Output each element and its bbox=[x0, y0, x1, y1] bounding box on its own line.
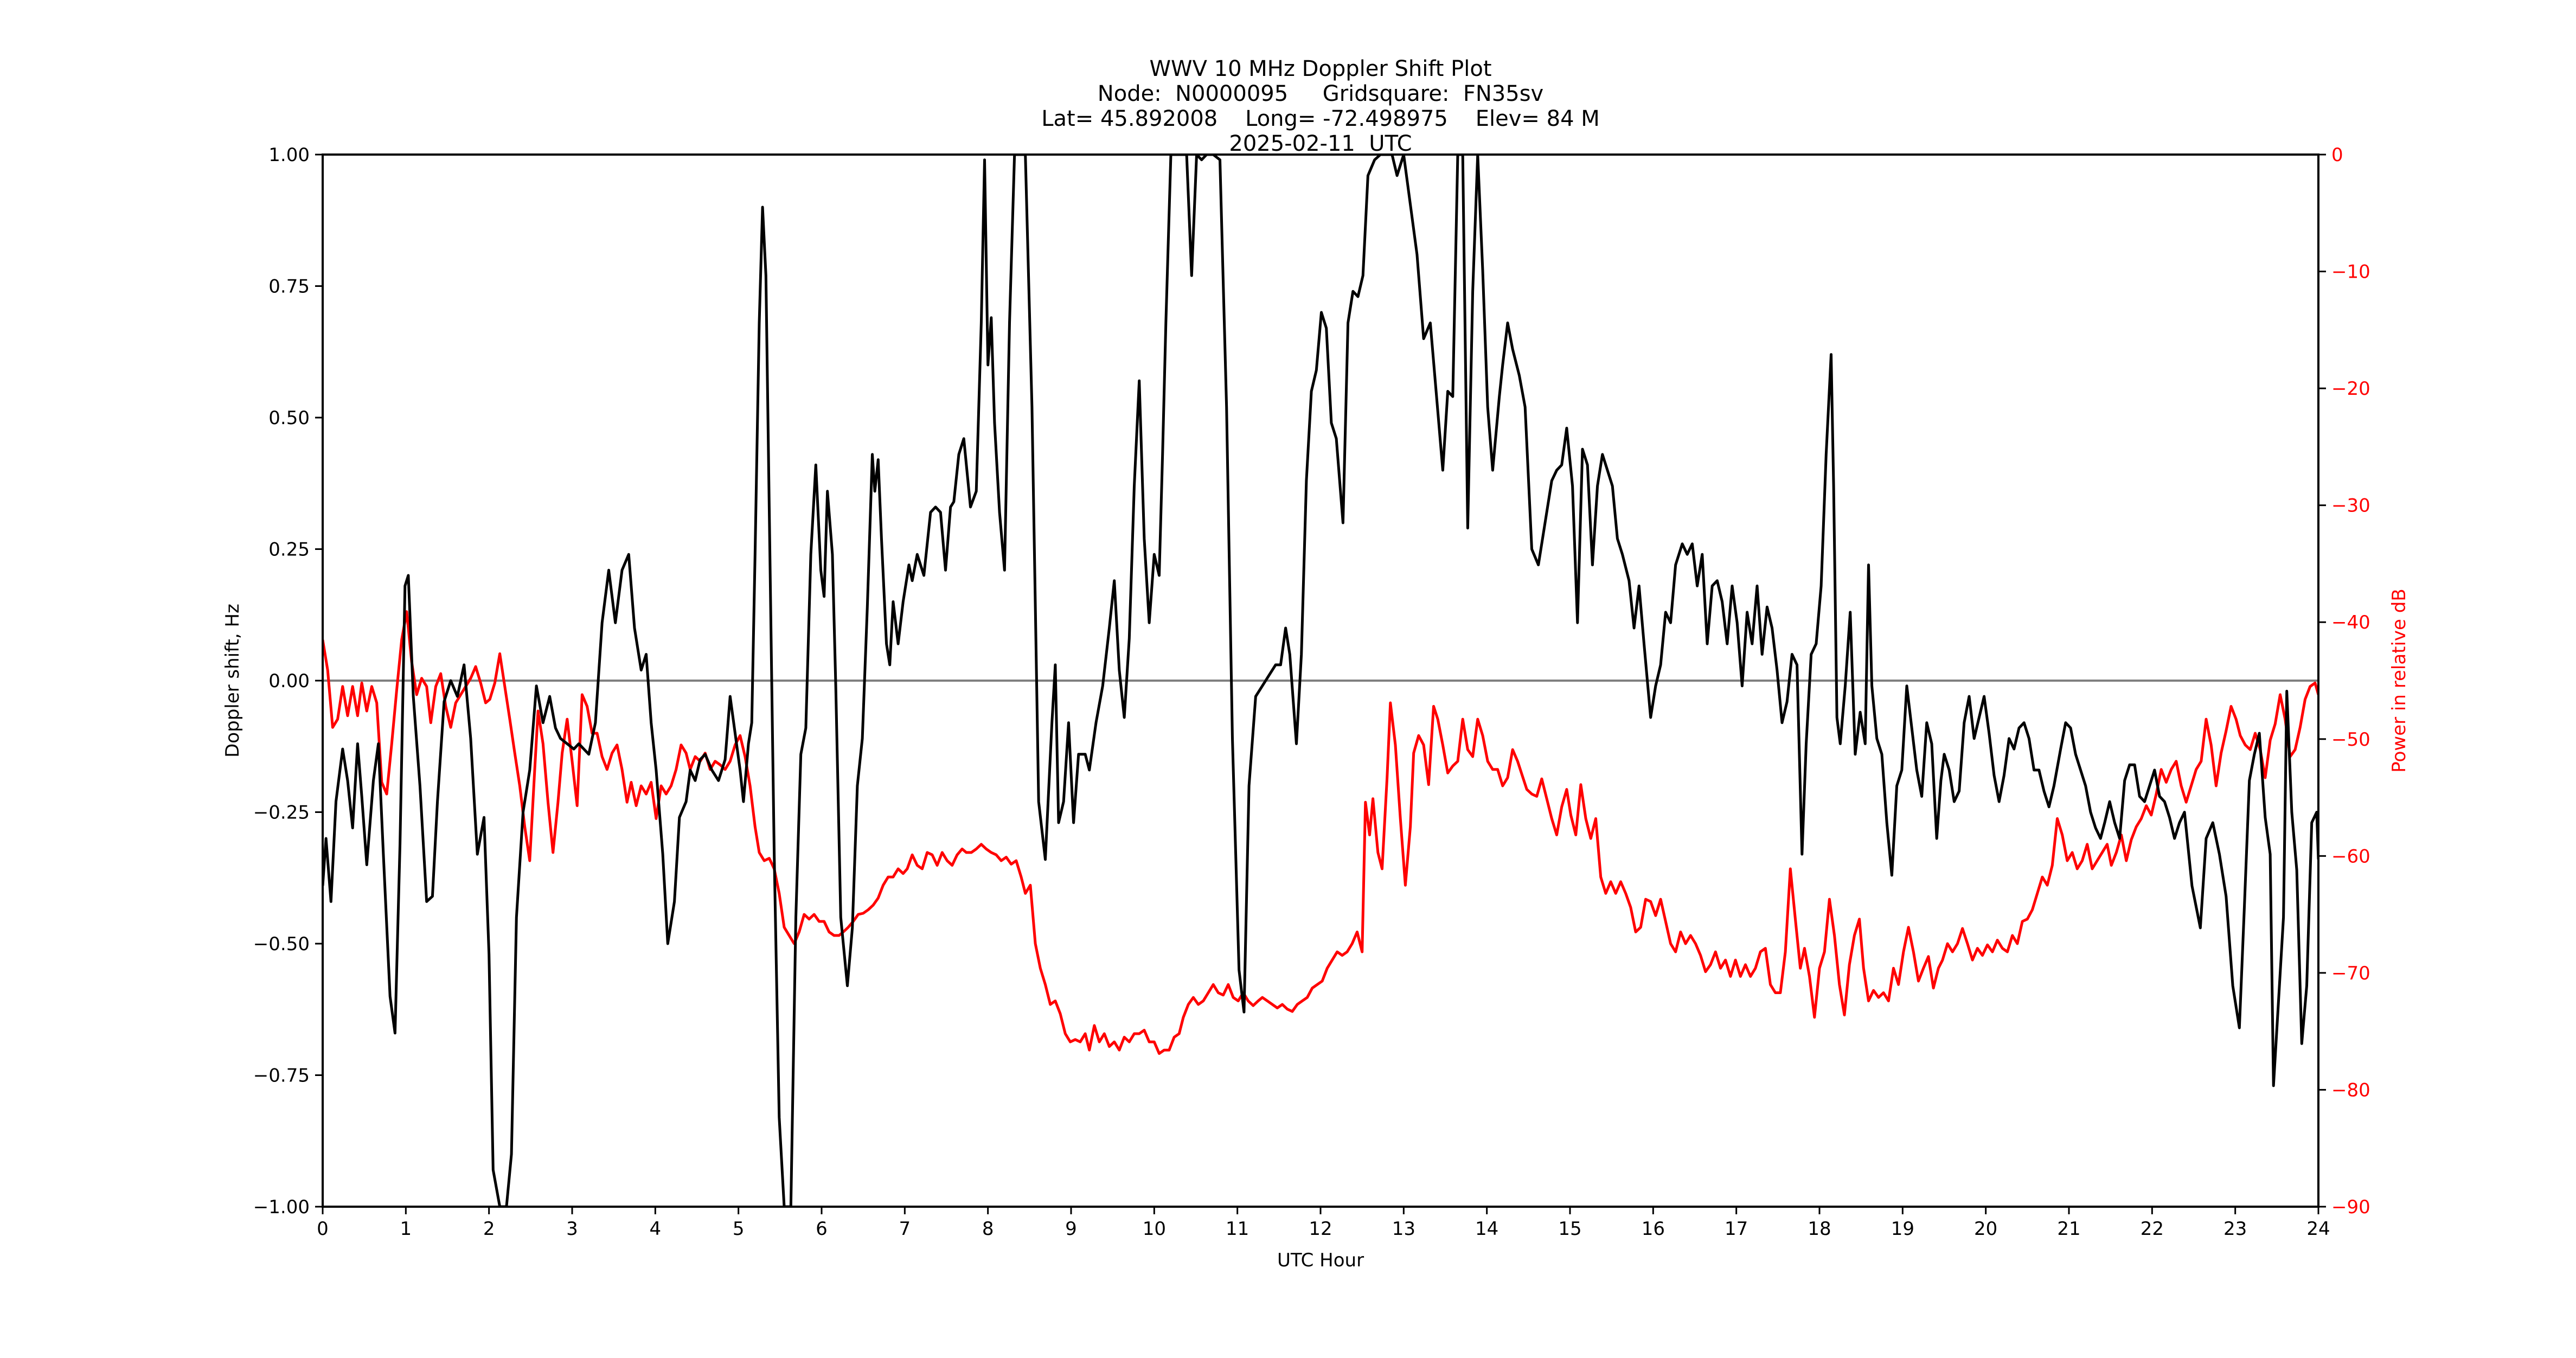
y2-tick-label: −80 bbox=[2331, 1079, 2370, 1101]
y-tick-label: 0.00 bbox=[268, 670, 310, 692]
y2-tick-label: −40 bbox=[2331, 612, 2370, 633]
x-tick-label: 1 bbox=[400, 1218, 412, 1240]
x-tick-label: 7 bbox=[899, 1218, 911, 1240]
x-tick-label: 24 bbox=[2306, 1218, 2330, 1240]
x-tick-label: 16 bbox=[1642, 1218, 1665, 1240]
x-tick-label: 8 bbox=[982, 1218, 994, 1240]
title-line-3: Lat= 45.892008 Long= -72.498975 Elev= 84… bbox=[1041, 106, 1600, 131]
x-tick-label: 13 bbox=[1392, 1218, 1415, 1240]
y2-tick-label: −90 bbox=[2331, 1196, 2370, 1218]
x-tick-label: 5 bbox=[733, 1218, 745, 1240]
title-line-4: 2025-02-11 UTC bbox=[1229, 131, 1412, 156]
x-axis: 0 1 2 3 4 5 6 7 8 9 10 11 12 13 14 15 16 17 18 19 20 21 22 23 24 bbox=[317, 1207, 2330, 1240]
right-y-axis-label: Power in relative dB bbox=[2388, 588, 2410, 772]
x-tick-label: 15 bbox=[1558, 1218, 1581, 1240]
y2-tick-label: −70 bbox=[2331, 963, 2370, 984]
x-tick-label: 22 bbox=[2141, 1218, 2164, 1240]
y-tick-label: 0.75 bbox=[268, 276, 310, 298]
x-tick-label: 4 bbox=[650, 1218, 662, 1240]
y2-tick-label: −20 bbox=[2331, 378, 2370, 400]
x-tick-label: 19 bbox=[1891, 1218, 1914, 1240]
y-tick-label: −0.25 bbox=[253, 802, 310, 824]
y-tick-label: −0.75 bbox=[253, 1065, 310, 1087]
y-tick-label: 0.25 bbox=[268, 539, 310, 561]
y2-tick-label: −50 bbox=[2331, 729, 2370, 751]
y2-tick-label: −30 bbox=[2331, 495, 2370, 517]
y-tick-label: −0.50 bbox=[253, 933, 310, 955]
left-y-axis: −1.00 −0.75 −0.50 −0.25 0.00 0.25 0.50 0.75 1.00 bbox=[253, 144, 323, 1218]
x-tick-label: 14 bbox=[1475, 1218, 1498, 1240]
x-tick-label: 17 bbox=[1725, 1218, 1748, 1240]
x-tick-label: 11 bbox=[1226, 1218, 1249, 1240]
y2-tick-label: −10 bbox=[2331, 261, 2370, 283]
power-series-line bbox=[323, 610, 2318, 1055]
y2-tick-label: 0 bbox=[2331, 144, 2343, 166]
y-tick-label: 1.00 bbox=[268, 144, 310, 166]
y2-tick-label: −60 bbox=[2331, 845, 2370, 867]
x-axis-label: UTC Hour bbox=[1277, 1250, 1364, 1271]
left-y-axis-label: Doppler shift, Hz bbox=[222, 604, 243, 758]
right-y-axis: 0 −10 −20 −30 −40 −50 −60 −70 −80 −90 bbox=[2318, 144, 2370, 1218]
doppler-series-line bbox=[323, 155, 2318, 1207]
x-tick-label: 10 bbox=[1143, 1218, 1166, 1240]
chart-title: WWV 10 MHz Doppler Shift Plot Node: N000… bbox=[1041, 56, 1600, 156]
x-tick-label: 20 bbox=[1974, 1218, 1997, 1240]
x-tick-label: 21 bbox=[2057, 1218, 2080, 1240]
x-tick-label: 23 bbox=[2223, 1218, 2247, 1240]
x-tick-label: 12 bbox=[1309, 1218, 1332, 1240]
x-tick-label: 2 bbox=[483, 1218, 495, 1240]
x-tick-label: 0 bbox=[317, 1218, 329, 1240]
title-line-1: WWV 10 MHz Doppler Shift Plot bbox=[1149, 56, 1491, 81]
title-line-2: Node: N0000095 Gridsquare: FN35sv bbox=[1098, 81, 1543, 106]
x-tick-label: 18 bbox=[1808, 1218, 1831, 1240]
x-tick-label: 9 bbox=[1065, 1218, 1077, 1240]
y-tick-label: −1.00 bbox=[253, 1196, 310, 1218]
x-tick-label: 3 bbox=[566, 1218, 578, 1240]
y-tick-label: 0.50 bbox=[268, 407, 310, 429]
x-tick-label: 6 bbox=[816, 1218, 828, 1240]
